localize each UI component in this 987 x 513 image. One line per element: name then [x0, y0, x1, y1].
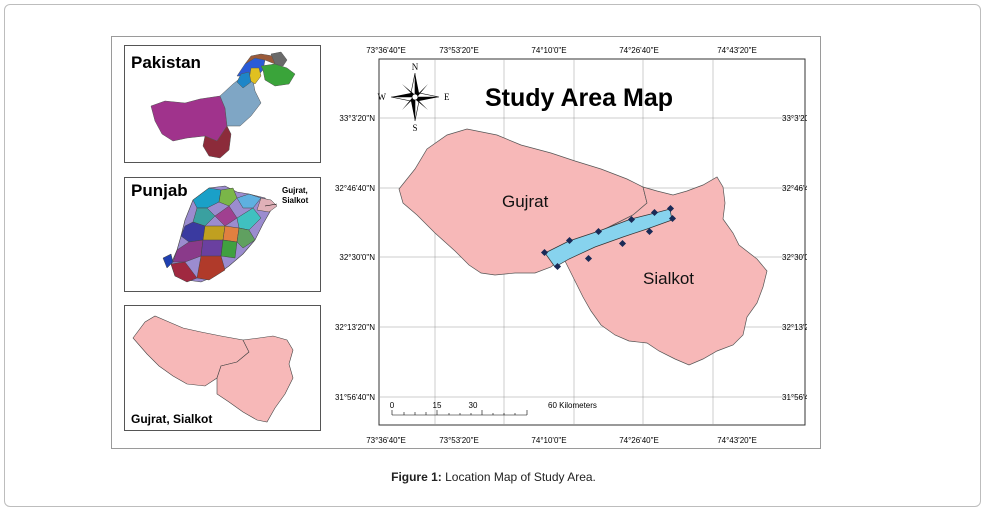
bottom-longitude-label: 74°26'40"E — [619, 436, 659, 445]
left-latitude-label: 32°30'0"N — [339, 253, 375, 262]
sample-point — [666, 204, 675, 213]
gujrat-label: Gujrat — [502, 192, 549, 211]
pakistan-inset: Pakistan — [124, 45, 321, 163]
sample-point — [540, 248, 549, 257]
compass-e: E — [444, 92, 450, 102]
map-title: Study Area Map — [485, 84, 673, 112]
callout-label: Gujrat, Sialkot — [282, 186, 308, 206]
left-latitude-axis: 33°3'20"N 32°46'40"N 32°30'0"N 32°13'20"… — [335, 114, 375, 402]
bottom-longitude-label: 74°10'0"E — [531, 436, 566, 445]
scale-tick-60: 60 Kilometers — [548, 401, 597, 410]
sample-point — [565, 236, 574, 245]
punjab-inset: Punjab Gujrat, Sialkot — [124, 177, 321, 292]
bottom-longitude-label: 73°53'20"E — [439, 436, 479, 445]
north-arrow-icon: N S E W — [378, 62, 451, 133]
caption-text: Location Map of Study Area. — [445, 470, 596, 484]
figure-caption: Figure 1: Location Map of Study Area. — [0, 470, 987, 484]
right-latitude-label: 33°3'20"N — [782, 114, 807, 123]
districts-inset: Gujrat, Sialkot — [124, 305, 321, 431]
figure-frame — [4, 4, 981, 507]
sample-point — [627, 215, 636, 224]
sample-point — [594, 227, 603, 236]
caption-label: Figure 1: — [391, 470, 442, 484]
left-latitude-label: 32°13'20"N — [335, 323, 375, 332]
compass-n: N — [412, 62, 419, 72]
sample-point — [553, 262, 562, 271]
top-longitude-label: 74°10'0"E — [531, 46, 566, 55]
scale-tick-30: 30 — [469, 401, 478, 410]
compass-w: W — [378, 92, 387, 102]
right-latitude-label: 32°13'20"N — [782, 323, 807, 332]
sample-point — [584, 254, 593, 263]
bottom-longitude-label: 73°36'40"E — [366, 436, 406, 445]
bottom-longitude-label: 74°43'20"E — [717, 436, 757, 445]
top-longitude-label: 74°26'40"E — [619, 46, 659, 55]
sample-points — [540, 204, 677, 271]
districts-title: Gujrat, Sialkot — [131, 412, 213, 426]
punjab-map — [162, 185, 278, 283]
sample-point — [645, 227, 654, 236]
study-area-map: Gujrat Sialkot Study Area Map N S E W — [366, 46, 807, 445]
pakistan-title: Pakistan — [131, 53, 201, 72]
left-latitude-label: 31°56'40"N — [335, 393, 375, 402]
sialkot-label: Sialkot — [643, 269, 694, 288]
scale-tick-15: 15 — [433, 401, 442, 410]
figure-border: Pakistan Punjab Gujrat, Si — [111, 36, 821, 449]
pakistan-map — [150, 51, 296, 159]
sample-point — [668, 214, 677, 223]
callout-leader-line — [264, 203, 278, 207]
scale-tick-0: 0 — [390, 401, 395, 410]
right-latitude-label: 32°46'40"N — [782, 184, 807, 193]
callout-line1: Gujrat, — [282, 186, 308, 195]
top-longitude-label: 74°43'20"E — [717, 46, 757, 55]
left-latitude-label: 32°46'40"N — [335, 184, 375, 193]
punjab-title: Punjab — [131, 181, 188, 200]
sample-point — [650, 208, 659, 217]
districts-map — [132, 315, 294, 423]
sample-point — [618, 239, 627, 248]
right-latitude-label: 31°56'40"N — [782, 393, 807, 402]
top-longitude-label: 73°53'20"E — [439, 46, 479, 55]
right-latitude-label: 32°30'0"N — [782, 253, 807, 262]
callout-line2: Sialkot — [282, 196, 309, 205]
left-latitude-label: 33°3'20"N — [339, 114, 375, 123]
compass-s: S — [412, 123, 417, 133]
scale-bar — [391, 410, 528, 416]
top-longitude-label: 73°36'40"E — [366, 46, 406, 55]
